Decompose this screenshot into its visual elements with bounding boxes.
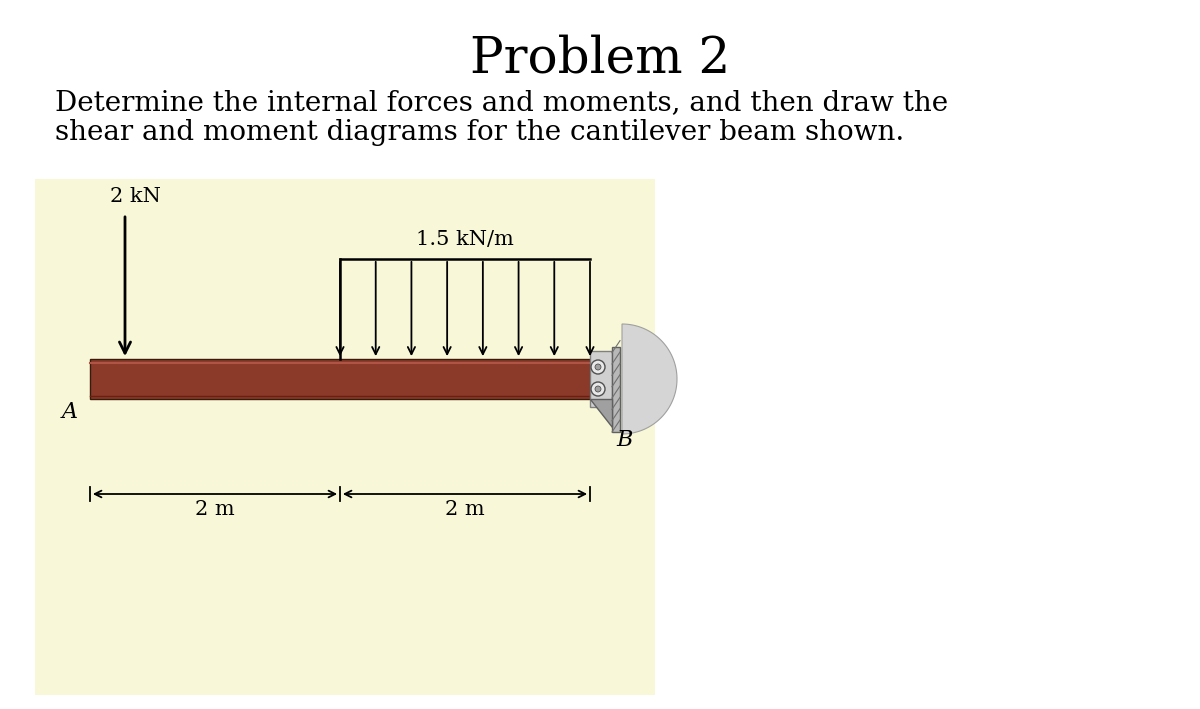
Text: Determine the internal forces and moments, and then draw the: Determine the internal forces and moment…: [55, 89, 948, 116]
Bar: [590, 351, 612, 407]
Text: shear and moment diagrams for the cantilever beam shown.: shear and moment diagrams for the cantil…: [55, 119, 905, 146]
Text: Problem 2: Problem 2: [470, 34, 730, 84]
Bar: [612, 347, 620, 432]
Bar: [90, 359, 590, 399]
Text: 2 kN: 2 kN: [110, 187, 161, 206]
Polygon shape: [622, 324, 677, 434]
Circle shape: [592, 360, 605, 374]
Polygon shape: [590, 399, 612, 427]
Text: 1.5 kN/m: 1.5 kN/m: [416, 230, 514, 249]
Circle shape: [595, 364, 601, 370]
Circle shape: [595, 386, 601, 392]
Text: 2 m: 2 m: [445, 500, 485, 519]
Text: 2 m: 2 m: [196, 500, 235, 519]
Text: B: B: [616, 429, 632, 451]
Text: A: A: [62, 401, 78, 423]
Bar: [35, 179, 655, 695]
Circle shape: [592, 382, 605, 396]
